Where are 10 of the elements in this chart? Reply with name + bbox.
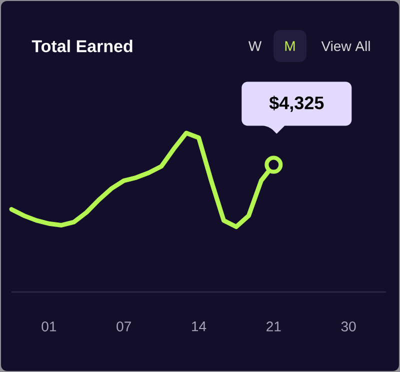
text: M bbox=[285, 41, 295, 51]
text: W bbox=[248, 41, 262, 51]
annotation: $4,325 bbox=[269, 96, 324, 112]
x-tick-label: 21 bbox=[266, 322, 281, 332]
chart-title: Total Earned bbox=[32, 40, 132, 52]
x-tick-label: 14 bbox=[192, 322, 206, 332]
x-tick-label: 01 bbox=[42, 322, 56, 332]
text: View All bbox=[321, 40, 370, 52]
x-tick-label: 07 bbox=[116, 322, 131, 332]
x-tick-label: 30 bbox=[341, 322, 356, 332]
